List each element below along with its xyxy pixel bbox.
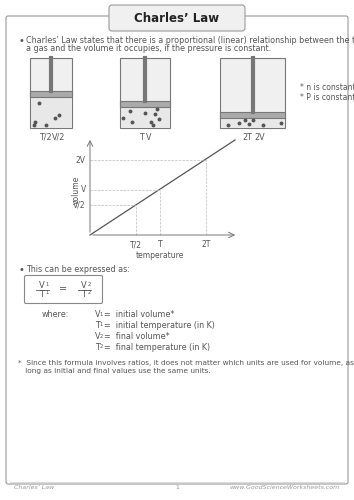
Bar bbox=[31, 96, 71, 128]
Bar bbox=[220, 58, 285, 128]
Text: volume: volume bbox=[72, 176, 80, 204]
Text: 1: 1 bbox=[46, 290, 49, 296]
Text: V: V bbox=[81, 186, 86, 194]
Text: This can be expressed as:: This can be expressed as: bbox=[26, 265, 130, 274]
Text: T: T bbox=[81, 290, 86, 299]
FancyBboxPatch shape bbox=[109, 5, 245, 31]
Text: 2T: 2T bbox=[242, 133, 252, 142]
Text: T: T bbox=[95, 321, 100, 330]
Text: V: V bbox=[81, 281, 87, 290]
Text: Charles’ Law: Charles’ Law bbox=[135, 12, 219, 26]
Text: long as initial and final values use the same units.: long as initial and final values use the… bbox=[18, 368, 211, 374]
Text: 1: 1 bbox=[99, 322, 103, 328]
Bar bbox=[220, 112, 285, 117]
Text: •: • bbox=[18, 265, 24, 275]
Text: where:: where: bbox=[42, 310, 69, 319]
Bar bbox=[221, 118, 284, 128]
Text: * P is constant: * P is constant bbox=[300, 93, 354, 102]
Text: T: T bbox=[158, 240, 162, 249]
Text: www.GoodScienceWorksheets.com: www.GoodScienceWorksheets.com bbox=[230, 485, 340, 490]
Text: 2V: 2V bbox=[76, 156, 86, 165]
FancyBboxPatch shape bbox=[6, 16, 348, 484]
Text: V/2: V/2 bbox=[52, 133, 66, 142]
Text: T: T bbox=[40, 290, 45, 299]
Text: =  final temperature (in K): = final temperature (in K) bbox=[104, 343, 210, 352]
Text: 2: 2 bbox=[99, 344, 103, 350]
Text: * n is constant: * n is constant bbox=[300, 83, 354, 92]
Text: 2T: 2T bbox=[201, 240, 211, 249]
Text: a gas and the volume it occupies, if the pressure is constant.: a gas and the volume it occupies, if the… bbox=[26, 44, 271, 53]
Text: V/2: V/2 bbox=[73, 201, 86, 210]
Text: *  Since this formula involves ratios, it does not matter which units are used f: * Since this formula involves ratios, it… bbox=[18, 360, 354, 366]
Text: =: = bbox=[59, 284, 67, 294]
Text: Charles’ Law: Charles’ Law bbox=[14, 485, 54, 490]
Text: 1: 1 bbox=[46, 282, 49, 286]
Text: V: V bbox=[95, 332, 101, 341]
Text: V: V bbox=[95, 310, 101, 319]
Text: 2V: 2V bbox=[254, 133, 265, 142]
Text: =  initial volume*: = initial volume* bbox=[104, 310, 175, 319]
Text: Charles’ Law states that there is a proportional (linear) relationship between t: Charles’ Law states that there is a prop… bbox=[26, 36, 354, 45]
Text: T: T bbox=[95, 343, 100, 352]
Bar bbox=[120, 101, 170, 107]
Text: =  final volume*: = final volume* bbox=[104, 332, 170, 341]
Bar bbox=[121, 107, 169, 128]
Bar bbox=[30, 90, 72, 96]
Text: V: V bbox=[146, 133, 152, 142]
Text: T/2: T/2 bbox=[39, 133, 51, 142]
Text: V: V bbox=[39, 281, 45, 290]
Text: 2: 2 bbox=[99, 334, 103, 338]
Text: 1: 1 bbox=[99, 312, 103, 316]
FancyBboxPatch shape bbox=[24, 276, 103, 303]
Text: T/2: T/2 bbox=[130, 240, 142, 249]
Text: =  initial temperature (in K): = initial temperature (in K) bbox=[104, 321, 215, 330]
Text: •: • bbox=[18, 36, 24, 46]
Text: temperature: temperature bbox=[136, 251, 184, 260]
Bar bbox=[120, 58, 170, 128]
Text: T: T bbox=[139, 133, 143, 142]
Text: 2: 2 bbox=[87, 282, 91, 286]
Bar bbox=[30, 58, 72, 128]
Text: 2: 2 bbox=[87, 290, 91, 296]
Text: 1: 1 bbox=[175, 485, 179, 490]
